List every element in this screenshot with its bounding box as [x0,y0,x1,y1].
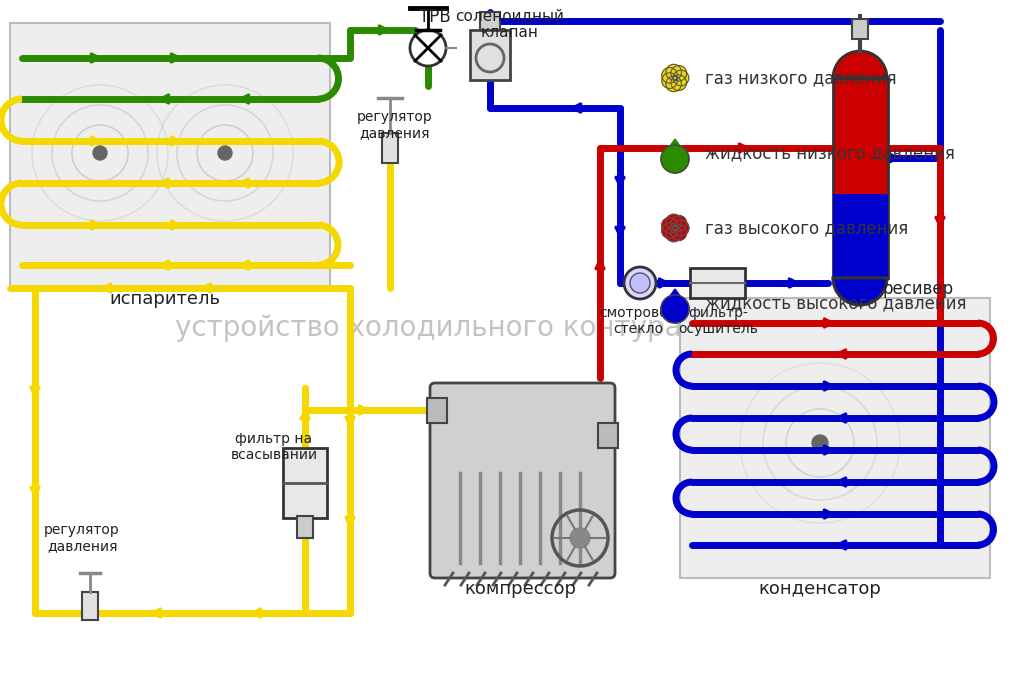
Bar [382,133,398,163]
Text: ресивер: ресивер [882,280,953,298]
Text: соленоидный
клапан: соленоидный клапан [456,8,564,41]
Circle shape [662,73,678,88]
Circle shape [662,145,689,173]
Bar [82,592,98,620]
Circle shape [662,68,678,83]
Text: жидкость высокого давления: жидкость высокого давления [705,294,967,312]
Text: фильтр-
осушитель: фильтр- осушитель [678,306,758,336]
Text: регулятор
давления: регулятор давления [357,110,433,140]
Wedge shape [833,51,887,78]
Text: газ высокого давления: газ высокого давления [705,219,908,237]
Circle shape [662,295,689,323]
Bar [480,12,500,30]
Text: смотровое
стекло: смотровое стекло [599,306,677,336]
Text: ТРВ: ТРВ [419,8,451,26]
Text: компрессор: компрессор [464,580,575,598]
Circle shape [671,216,686,231]
Circle shape [624,267,656,299]
Circle shape [671,225,686,241]
Circle shape [93,146,106,160]
Wedge shape [833,278,887,305]
Text: жидкость низкого давления: жидкость низкого давления [705,144,954,162]
Circle shape [671,75,686,90]
Text: газ низкого давления: газ низкого давления [705,69,897,87]
Bar [10,23,330,288]
Text: регулятор
давления: регулятор давления [44,523,120,553]
Bar [690,268,745,298]
Circle shape [666,76,681,92]
Circle shape [668,220,683,236]
Circle shape [673,71,689,86]
Circle shape [668,71,683,86]
Circle shape [671,66,686,81]
Bar [598,423,618,448]
Text: конденсатор: конденсатор [759,580,882,598]
FancyBboxPatch shape [430,383,615,578]
Circle shape [218,146,232,160]
Circle shape [662,223,678,239]
Text: испаритель: испаритель [110,290,220,308]
Bar [297,516,313,538]
Circle shape [662,218,678,233]
Circle shape [410,30,446,66]
Circle shape [630,273,650,293]
Bar [470,30,510,80]
Text: устройство холодильного контура: устройство холодильного контура [175,314,682,342]
Bar [283,448,327,518]
Polygon shape [665,289,685,303]
Circle shape [673,220,689,236]
Bar [833,78,888,278]
Circle shape [812,435,828,451]
Bar [852,19,868,39]
Circle shape [666,64,681,80]
Bar [680,298,990,578]
Circle shape [666,214,681,230]
Wedge shape [833,278,887,305]
Text: фильтр на
всасывании: фильтр на всасывании [230,432,317,462]
Bar [833,194,888,278]
Bar [427,398,447,423]
Polygon shape [665,139,685,153]
Circle shape [666,226,681,241]
Circle shape [570,528,590,548]
